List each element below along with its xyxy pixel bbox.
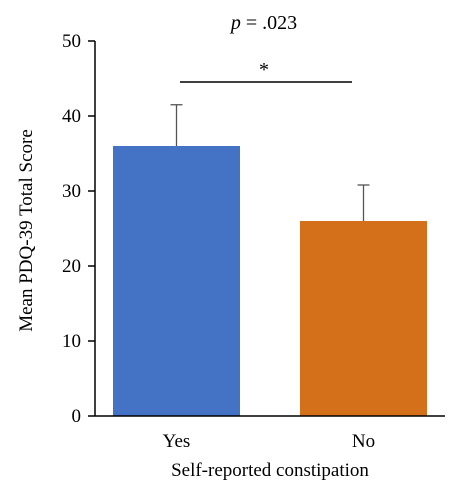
- y-tick-label: 0: [72, 406, 82, 427]
- y-tick-label: 50: [62, 31, 81, 52]
- p-value-annotation: p = .023: [229, 12, 297, 34]
- y-tick-label: 10: [62, 331, 81, 352]
- y-tick-label: 40: [62, 106, 81, 127]
- x-axis-title: Self-reported constipation: [171, 460, 369, 481]
- bars: [113, 146, 427, 416]
- y-axis-ticks: 0 10 20 30 40 50: [62, 31, 95, 427]
- bar-yes: [113, 146, 240, 416]
- p-value: = .023: [241, 12, 297, 34]
- y-tick-label: 30: [62, 181, 81, 202]
- p-symbol: p: [229, 12, 241, 34]
- bar-no: [300, 221, 427, 416]
- x-axis-categories: Yes No: [163, 431, 375, 452]
- x-tick-label: Yes: [163, 431, 191, 452]
- significance-star: *: [259, 59, 269, 81]
- error-bars: [170, 104, 370, 221]
- y-axis-title: Mean PDQ-39 Total Score: [16, 129, 37, 332]
- y-tick-label: 20: [62, 256, 81, 277]
- x-tick-label: No: [352, 431, 375, 452]
